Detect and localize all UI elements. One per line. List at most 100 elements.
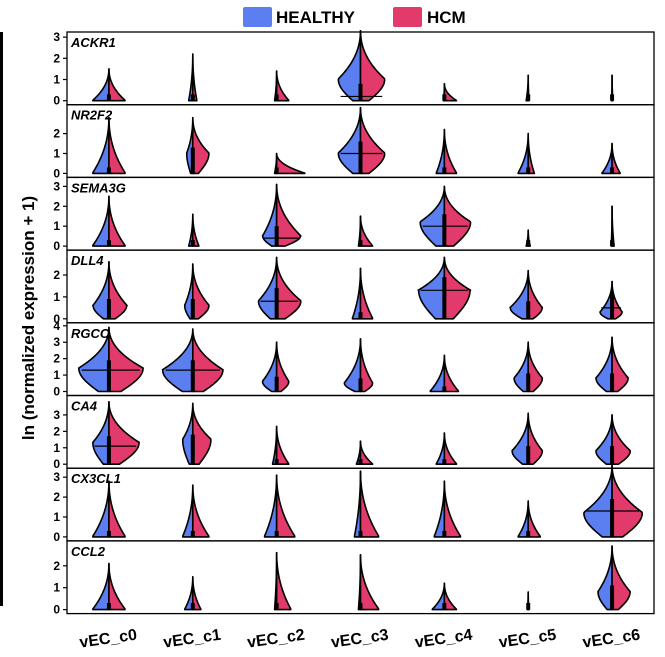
violin-half-healthy: [161, 328, 194, 393]
violin-box: [358, 141, 363, 174]
violin-box: [106, 94, 111, 101]
violin-half-healthy: [261, 341, 278, 393]
panel-frame: [66, 540, 655, 615]
violin-CCL2-vEC_c2: [273, 551, 292, 611]
violin-NR2F2-vEC_c5: [517, 132, 536, 175]
panel-RGCC: 0 1 2 3 4 RGCC: [53, 319, 655, 399]
y-tick-label: 3: [53, 335, 60, 349]
violin-DLL4-vEC_c0: [92, 261, 128, 320]
violin-half-hcm: [275, 425, 290, 465]
gene-label: CX3CL1: [71, 471, 121, 486]
violin-CA4-vEC_c1: [181, 402, 212, 465]
violin-half-healthy: [92, 195, 110, 247]
violin-half-hcm: [611, 280, 623, 320]
violin-box: [610, 446, 615, 465]
violin-ACKR1-vEC_c4: [442, 82, 458, 102]
y-tick-label: 2: [53, 490, 60, 504]
violin-box: [106, 360, 111, 392]
y-tick-label: 1: [53, 290, 60, 304]
violin-box: [526, 530, 531, 537]
y-tick-label: 1: [53, 581, 60, 595]
violin-half-hcm: [191, 402, 212, 465]
y-tick-label: 2: [53, 51, 60, 65]
panel-CX3CL1: 0 1 2 3 CX3CL1: [53, 464, 655, 544]
category-label-vEC_c1: vEC_c1: [162, 627, 222, 652]
legend-swatch-healthy: [243, 7, 272, 27]
violin-box: [106, 436, 111, 465]
violin-box: [190, 603, 195, 610]
violin-half-hcm: [191, 53, 198, 102]
violin-box: [274, 459, 279, 465]
y-tick-label: 3: [53, 179, 60, 193]
violin-half-healthy: [77, 326, 110, 393]
violin-box: [274, 376, 279, 392]
violin-half-healthy: [337, 106, 362, 175]
violin-box: [526, 446, 531, 465]
violin-box: [358, 312, 363, 319]
violin-CA4-vEC_c2: [271, 425, 290, 465]
violin-half-hcm: [275, 256, 302, 320]
violin-half-hcm: [359, 440, 374, 465]
legend-swatch-hcm: [393, 7, 422, 27]
violin-half-healthy: [419, 185, 446, 247]
violin-box: [442, 459, 447, 465]
violin-SEMA3G-vEC_c0: [92, 195, 126, 247]
violin-half-hcm: [191, 484, 210, 538]
gene-label: SEMA3G: [71, 180, 126, 195]
violin-box: [610, 94, 615, 101]
violin-box: [442, 530, 447, 537]
violin-CCL2-vEC_c1: [183, 575, 202, 611]
violin-CX3CL1-vEC_c5: [517, 500, 542, 538]
violin-half-hcm: [443, 128, 458, 175]
violin-half-hcm: [275, 152, 306, 175]
violin-box: [610, 499, 615, 537]
violin-CCL2-vEC_c5: [526, 591, 531, 611]
violin-CCL2-vEC_c0: [92, 562, 126, 611]
y-tick-label: 0: [53, 166, 60, 180]
violin-box: [526, 373, 531, 392]
violin-ACKR1-vEC_c5: [525, 74, 531, 102]
panel-ACKR1: 0 1 2 3 ACKR1: [53, 29, 655, 108]
gene-label: CCL2: [71, 544, 106, 559]
violin-half-hcm: [359, 29, 386, 102]
violin-box: [274, 167, 279, 174]
violin-half-hcm: [443, 432, 458, 465]
violin-half-hcm: [611, 142, 621, 175]
violin-CCL2-vEC_c4: [431, 582, 458, 611]
violin-half-healthy: [513, 341, 530, 393]
y-tick-label: 1: [53, 441, 60, 455]
legend-label-hcm: HCM: [427, 8, 466, 27]
violin-DLL4-vEC_c2: [257, 256, 302, 320]
violin-half-hcm: [527, 341, 544, 393]
violin-ACKR1-vEC_c3: [337, 29, 386, 102]
violin-box: [442, 214, 447, 247]
violin-half-healthy: [517, 132, 530, 175]
violin-NR2F2-vEC_c6: [601, 142, 621, 175]
violin-NR2F2-vEC_c1: [185, 116, 210, 175]
violin-half-hcm: [359, 554, 380, 611]
gene-label: RGCC: [71, 326, 110, 341]
panel-NR2F2: 0 1 2 NR2F2: [53, 104, 655, 180]
violin-CA4-vEC_c3: [355, 440, 374, 465]
y-tick-label: 2: [53, 127, 60, 141]
violin-half-healthy: [92, 116, 110, 175]
violin-half-hcm: [359, 470, 380, 538]
violin-half-hcm: [191, 328, 224, 393]
violin-half-hcm: [275, 551, 292, 611]
violin-half-healthy: [597, 545, 613, 611]
violin-box: [106, 530, 111, 537]
violin-half-hcm: [108, 195, 126, 247]
violin-NR2F2-vEC_c3: [337, 106, 386, 175]
violin-box: [190, 299, 195, 319]
violin-half-hcm: [611, 545, 631, 611]
violin-DLL4-vEC_c5: [509, 269, 544, 320]
y-tick-label: 2: [53, 199, 60, 213]
violin-half-healthy: [435, 128, 446, 175]
violin-half-hcm: [611, 464, 644, 538]
violin-box: [274, 530, 279, 537]
violin-box: [442, 603, 447, 610]
violin-RGCC-vEC_c0: [77, 326, 144, 393]
violin-box: [274, 288, 279, 319]
y-tick-label: 0: [53, 94, 60, 108]
violin-half-hcm: [275, 341, 290, 393]
